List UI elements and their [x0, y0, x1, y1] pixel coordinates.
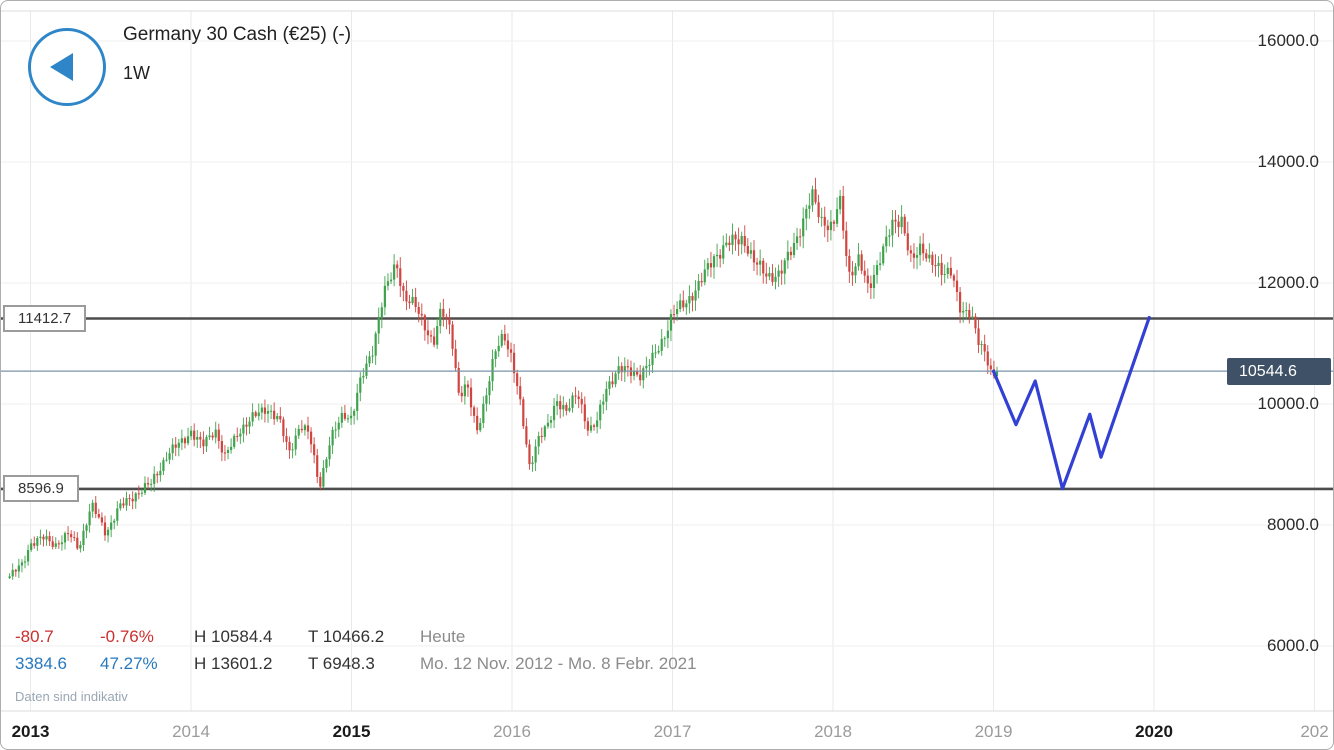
high-today: H 10584.4 — [194, 627, 273, 646]
instrument-title: Germany 30 Cash (€25) (-) — [123, 24, 352, 45]
back-button[interactable] — [28, 28, 106, 106]
level-price-label-upper[interactable]: 11412.7 — [3, 304, 87, 332]
period-range-label: Mo. 12 Nov. 2012 - Mo. 8 Febr. 2021 — [420, 654, 697, 673]
low-today: T 10466.2 — [308, 627, 385, 646]
x-axis-label: 2016 — [493, 722, 531, 741]
y-axis-label: 16000.0 — [1257, 31, 1319, 50]
back-arrow-icon — [50, 53, 73, 81]
x-axis-label: 2018 — [814, 722, 852, 741]
x-axis-label: 2013 — [11, 722, 50, 741]
low-range: T 6948.3 — [308, 654, 375, 673]
period-today-label: Heute — [420, 627, 466, 646]
y-axis-label: 14000.0 — [1257, 152, 1319, 171]
current-price-label: 10544.6 — [1227, 357, 1331, 385]
candle-bodies-down — [14, 189, 996, 572]
change-today-pct: -0.76% — [100, 627, 154, 646]
x-axis-label: 2020 — [1135, 722, 1173, 741]
change-range-pct: 47.27% — [100, 654, 158, 673]
x-axis-label: 2015 — [332, 722, 371, 741]
quote-stats: -80.7 -0.76% H 10584.4 T 10466.2 Heute 3… — [15, 623, 697, 677]
x-axis-label: 202 — [1300, 722, 1329, 741]
candle-bodies-up — [8, 189, 999, 578]
y-axis-label: 8000.0 — [1267, 515, 1319, 534]
level-price-label-lower[interactable]: 8596.9 — [3, 474, 79, 502]
timeframe-selector[interactable]: 1W — [123, 63, 150, 83]
x-axis-label: 2019 — [974, 722, 1013, 741]
y-axis-label: 12000.0 — [1257, 273, 1319, 292]
x-axis-label: 2014 — [172, 722, 210, 741]
y-axis-label: 10000.0 — [1257, 394, 1319, 413]
disclaimer-text: Daten sind indikativ — [15, 689, 128, 704]
y-axis-label: 6000.0 — [1267, 636, 1319, 655]
trend-drawing[interactable] — [991, 315, 1151, 491]
change-range: 3384.6 — [15, 654, 67, 673]
high-range: H 13601.2 — [194, 654, 273, 673]
x-axis-label: 2017 — [653, 722, 692, 741]
candle-wicks-up — [9, 185, 998, 580]
change-today: -80.7 — [15, 627, 54, 646]
